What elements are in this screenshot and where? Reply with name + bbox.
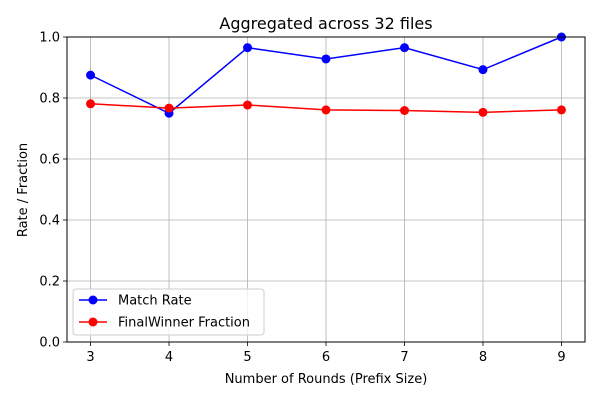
- data-point: [86, 70, 96, 80]
- legend-label: Match Rate: [118, 294, 192, 309]
- legend: Match Rate FinalWinner Fraction: [72, 288, 265, 336]
- data-point: [243, 100, 253, 110]
- data-point: [321, 54, 331, 64]
- legend-marker: [88, 317, 98, 327]
- data-point: [164, 103, 174, 113]
- data-point: [321, 105, 331, 115]
- chart-title: Aggregated across 32 files: [219, 14, 432, 33]
- x-tick-label: 6: [322, 350, 330, 365]
- legend-label: FinalWinner Fraction: [118, 316, 250, 331]
- x-tick-label: 8: [479, 350, 487, 365]
- series-layer: [86, 32, 566, 118]
- series-finalwinner-fraction: [86, 99, 566, 117]
- legend-box: [72, 288, 265, 336]
- data-point: [478, 107, 488, 117]
- y-axis-ticks: 0.0 0.2 0.4 0.6 0.8 1.0: [39, 31, 67, 351]
- x-tick-label: 7: [400, 350, 408, 365]
- data-point: [478, 65, 488, 75]
- y-tick-label: 0.4: [39, 214, 60, 229]
- data-point: [399, 106, 409, 116]
- data-point: [86, 99, 96, 109]
- y-tick-label: 1.0: [39, 31, 60, 46]
- legend-marker: [88, 295, 98, 305]
- data-point: [243, 43, 253, 53]
- x-axis-label: Number of Rounds (Prefix Size): [225, 372, 428, 387]
- x-tick-label: 5: [243, 350, 251, 365]
- x-tick-label: 3: [86, 350, 94, 365]
- x-tick-label: 4: [165, 350, 173, 365]
- y-tick-label: 0.2: [39, 275, 60, 290]
- x-tick-label: 9: [557, 350, 565, 365]
- x-axis-ticks: 3 4 5 6 7 8 9: [86, 342, 566, 365]
- data-point: [399, 43, 409, 53]
- y-tick-label: 0.0: [39, 336, 60, 351]
- y-tick-label: 0.8: [39, 92, 60, 107]
- data-point: [556, 105, 566, 115]
- y-axis-label: Rate / Fraction: [16, 143, 31, 237]
- y-tick-label: 0.6: [39, 153, 60, 168]
